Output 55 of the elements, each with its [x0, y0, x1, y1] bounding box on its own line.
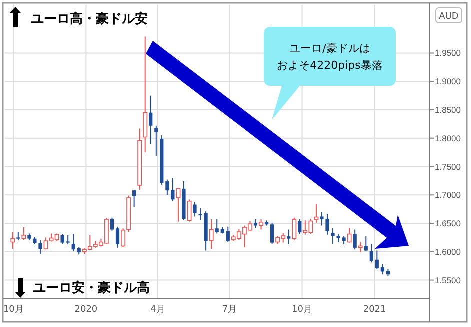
y-tick-label: 1.9500 [435, 48, 462, 58]
candlestick [370, 243, 374, 264]
y-tick-label: 1.8000 [435, 133, 462, 144]
candlestick [121, 228, 126, 248]
candlestick [166, 179, 170, 196]
candlestick [215, 218, 219, 234]
candlestick [226, 226, 230, 243]
x-tick-label: 2021 [363, 305, 386, 315]
candlestick [38, 240, 42, 255]
candlestick [287, 229, 291, 246]
x-tick-label: 4月 [150, 305, 166, 315]
candlestick [270, 222, 274, 244]
candlestick [10, 232, 16, 250]
candlestick [72, 234, 76, 252]
y-tick-label: 1.6500 [435, 218, 462, 229]
candlestick [154, 125, 158, 156]
candlestick [176, 188, 181, 222]
candlestick [171, 178, 175, 202]
annotation: ユーロ高・豪ドル安 [31, 11, 148, 27]
y-tick-label: 1.5500 [435, 275, 462, 286]
candlestick [132, 190, 136, 208]
candlestick [358, 242, 363, 253]
candlestick [22, 226, 26, 240]
annotation: およそ4220pips暴落 [277, 59, 383, 72]
candlestick [347, 228, 352, 244]
y-tick-label: 1.8500 [435, 105, 462, 115]
candlestick [116, 226, 120, 248]
candlestick [353, 229, 357, 250]
candlestick [187, 199, 192, 222]
candlestick [193, 202, 197, 218]
candlestick [331, 228, 335, 244]
candlestick [60, 234, 64, 244]
candlestick [198, 208, 202, 221]
x-tick-label: 10月 [3, 305, 24, 315]
y-tick-label: 1.7500 [435, 162, 462, 172]
candlestick [66, 234, 70, 246]
candlestick [364, 236, 368, 252]
candlestick [380, 264, 384, 276]
x-tick-label: 2020 [74, 305, 98, 315]
candlestick [209, 219, 214, 250]
x-tick-label: 10月 [292, 305, 312, 315]
candlestick [375, 250, 379, 270]
annotation: ユーロ/豪ドルは [290, 42, 370, 55]
candlestick [298, 219, 302, 235]
candlestick [149, 95, 153, 145]
x-tick-label: 7月 [222, 305, 238, 315]
candlestick [292, 217, 297, 242]
y-tick-label: 1.7000 [435, 190, 462, 200]
candlestick [314, 204, 319, 224]
annotation: ユーロ安・豪ドル高 [33, 280, 150, 296]
y-tick-label: 1.6000 [435, 246, 462, 257]
y-axis-title: AUD [439, 12, 459, 22]
candlestick [259, 219, 264, 230]
y-tick-label: 1.9000 [435, 76, 462, 87]
candlestick [110, 217, 114, 232]
